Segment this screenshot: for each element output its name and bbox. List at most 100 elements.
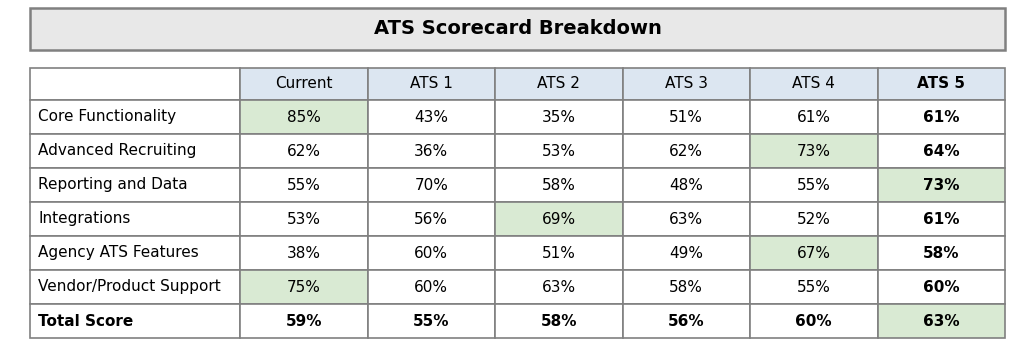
- Text: 60%: 60%: [415, 245, 449, 260]
- Bar: [623, 68, 750, 100]
- Text: 85%: 85%: [287, 109, 321, 125]
- Text: 59%: 59%: [286, 314, 322, 328]
- Text: Agency ATS Features: Agency ATS Features: [38, 245, 199, 260]
- Text: 60%: 60%: [796, 314, 833, 328]
- Text: 62%: 62%: [670, 144, 703, 158]
- Text: 35%: 35%: [542, 109, 575, 125]
- Bar: [750, 68, 878, 100]
- Bar: [878, 270, 1005, 304]
- Bar: [750, 134, 878, 168]
- Bar: [878, 100, 1005, 134]
- Bar: [368, 68, 495, 100]
- Bar: [30, 236, 240, 270]
- Bar: [495, 304, 623, 338]
- Text: ATS 1: ATS 1: [410, 76, 453, 92]
- Text: 73%: 73%: [797, 144, 830, 158]
- Bar: [623, 134, 750, 168]
- Bar: [495, 202, 623, 236]
- Bar: [495, 270, 623, 304]
- Text: 61%: 61%: [923, 109, 959, 125]
- Bar: [495, 168, 623, 202]
- Bar: [623, 270, 750, 304]
- Bar: [750, 202, 878, 236]
- Text: 70%: 70%: [415, 177, 449, 193]
- Bar: [368, 304, 495, 338]
- Text: ATS 2: ATS 2: [538, 76, 581, 92]
- Bar: [30, 304, 240, 338]
- Bar: [623, 202, 750, 236]
- Bar: [750, 270, 878, 304]
- Bar: [878, 236, 1005, 270]
- Bar: [623, 236, 750, 270]
- Text: 43%: 43%: [415, 109, 449, 125]
- Bar: [240, 202, 368, 236]
- Bar: [368, 100, 495, 134]
- Text: 55%: 55%: [413, 314, 450, 328]
- Text: 48%: 48%: [670, 177, 703, 193]
- Bar: [240, 304, 368, 338]
- Bar: [30, 134, 240, 168]
- Bar: [368, 168, 495, 202]
- Bar: [30, 202, 240, 236]
- Text: 58%: 58%: [670, 279, 703, 295]
- Bar: [750, 168, 878, 202]
- Bar: [878, 134, 1005, 168]
- Bar: [240, 236, 368, 270]
- Bar: [30, 100, 240, 134]
- Bar: [368, 134, 495, 168]
- Bar: [240, 100, 368, 134]
- Text: 69%: 69%: [542, 212, 575, 226]
- Text: Integrations: Integrations: [38, 212, 130, 226]
- Text: 58%: 58%: [541, 314, 577, 328]
- Bar: [30, 8, 1005, 50]
- Bar: [30, 270, 240, 304]
- Text: 73%: 73%: [923, 177, 959, 193]
- Text: 63%: 63%: [542, 279, 575, 295]
- Text: 49%: 49%: [670, 245, 703, 260]
- Text: Core Functionality: Core Functionality: [38, 109, 176, 125]
- Text: 58%: 58%: [923, 245, 959, 260]
- Text: 38%: 38%: [287, 245, 321, 260]
- Text: Total Score: Total Score: [38, 314, 133, 328]
- Text: Advanced Recruiting: Advanced Recruiting: [38, 144, 197, 158]
- Bar: [878, 304, 1005, 338]
- Text: Current: Current: [275, 76, 333, 92]
- Bar: [240, 134, 368, 168]
- Text: 53%: 53%: [287, 212, 321, 226]
- Bar: [240, 168, 368, 202]
- Bar: [495, 236, 623, 270]
- Text: 55%: 55%: [287, 177, 321, 193]
- Text: 55%: 55%: [797, 279, 830, 295]
- Bar: [495, 134, 623, 168]
- Text: 52%: 52%: [797, 212, 830, 226]
- Bar: [240, 68, 368, 100]
- Text: 67%: 67%: [797, 245, 830, 260]
- Text: 58%: 58%: [542, 177, 575, 193]
- Bar: [30, 168, 240, 202]
- Bar: [750, 100, 878, 134]
- Bar: [240, 270, 368, 304]
- Text: 64%: 64%: [923, 144, 959, 158]
- Text: Vendor/Product Support: Vendor/Product Support: [38, 279, 221, 295]
- Text: 60%: 60%: [923, 279, 959, 295]
- Bar: [623, 304, 750, 338]
- Text: 60%: 60%: [415, 279, 449, 295]
- Bar: [368, 270, 495, 304]
- Text: 63%: 63%: [923, 314, 959, 328]
- Text: 63%: 63%: [670, 212, 703, 226]
- Text: 55%: 55%: [797, 177, 830, 193]
- Bar: [368, 202, 495, 236]
- Text: ATS 5: ATS 5: [918, 76, 966, 92]
- Text: 36%: 36%: [414, 144, 449, 158]
- Bar: [495, 100, 623, 134]
- Bar: [750, 236, 878, 270]
- Text: ATS Scorecard Breakdown: ATS Scorecard Breakdown: [374, 19, 662, 38]
- Text: 56%: 56%: [668, 314, 705, 328]
- Text: 61%: 61%: [797, 109, 830, 125]
- Bar: [368, 236, 495, 270]
- Bar: [623, 168, 750, 202]
- Text: 51%: 51%: [542, 245, 575, 260]
- Bar: [30, 68, 240, 100]
- Bar: [495, 68, 623, 100]
- Text: ATS 4: ATS 4: [793, 76, 836, 92]
